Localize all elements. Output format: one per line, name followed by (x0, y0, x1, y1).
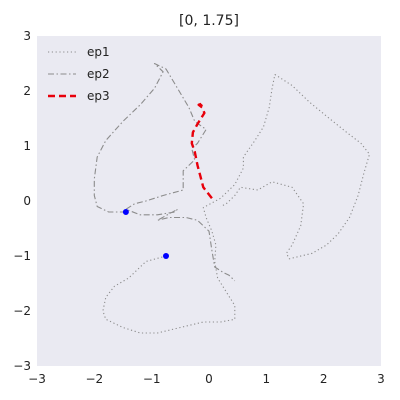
series-layer (93, 62, 371, 334)
x-tick-label: −3 (28, 372, 46, 386)
marker-layer (122, 209, 169, 259)
y-tick-label: 2 (23, 84, 31, 98)
x-axis-tick-labels: −3 −2 −1 0 1 2 3 (28, 372, 385, 386)
y-tick-label: −1 (13, 249, 31, 263)
legend-box (43, 41, 119, 111)
y-tick-label: 0 (23, 194, 31, 208)
legend-label-ep3: ep3 (87, 89, 110, 103)
chart-title: [0, 1.75] (179, 13, 239, 29)
x-tick-label: 3 (377, 372, 385, 386)
x-tick-label: 1 (263, 372, 271, 386)
y-tick-label: −2 (13, 304, 31, 318)
y-axis-tick-labels: −3 −2 −1 0 1 2 3 (13, 29, 31, 373)
start-marker-1 (163, 253, 169, 259)
legend-label-ep1: ep1 (87, 45, 110, 59)
y-tick-label: −3 (13, 359, 31, 373)
legend-label-ep2: ep2 (87, 67, 110, 81)
series-line-ep1 (102, 73, 371, 334)
x-tick-label: −2 (85, 372, 103, 386)
legend: ep1 ep2 ep3 (43, 41, 119, 111)
start-marker-0 (122, 209, 129, 215)
y-tick-label: 3 (23, 29, 31, 43)
x-tick-label: −1 (143, 372, 161, 386)
x-tick-label: 0 (205, 372, 213, 386)
y-tick-label: 1 (23, 139, 31, 153)
series-line-ep2 (93, 62, 236, 282)
series-line-ep3 (190, 101, 213, 200)
x-tick-label: 2 (320, 372, 328, 386)
